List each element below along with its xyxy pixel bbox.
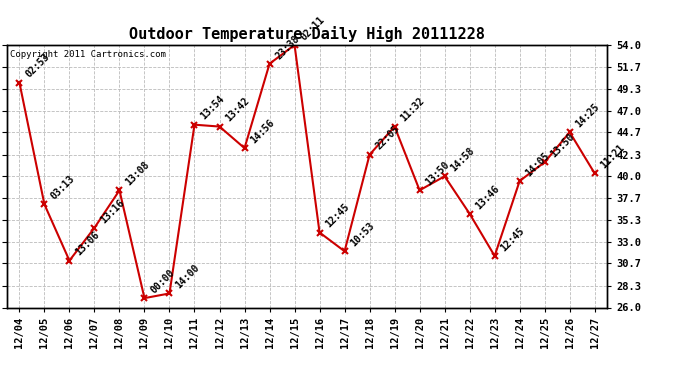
Text: 22:05: 22:05 [374, 124, 402, 152]
Text: 13:54: 13:54 [199, 94, 226, 122]
Text: 14:05: 14:05 [524, 150, 552, 178]
Text: 12:45: 12:45 [499, 225, 526, 253]
Text: 12:45: 12:45 [324, 202, 352, 230]
Text: 10:53: 10:53 [348, 220, 377, 249]
Text: 03:13: 03:13 [48, 174, 77, 202]
Text: 02:53: 02:53 [23, 52, 52, 80]
Title: Outdoor Temperature Daily High 20111228: Outdoor Temperature Daily High 20111228 [129, 27, 485, 42]
Text: 14:56: 14:56 [248, 117, 277, 146]
Text: 13:08: 13:08 [124, 160, 152, 188]
Text: 11:21: 11:21 [599, 143, 627, 171]
Text: 13:46: 13:46 [474, 183, 502, 211]
Text: 13:42: 13:42 [224, 96, 252, 124]
Text: 13:16: 13:16 [99, 197, 126, 225]
Text: 02:11: 02:11 [299, 14, 326, 42]
Text: 13:06: 13:06 [74, 230, 101, 258]
Text: 00:00: 00:00 [148, 267, 177, 296]
Text: 23:38: 23:38 [274, 33, 302, 61]
Text: 14:00: 14:00 [174, 263, 201, 291]
Text: 14:58: 14:58 [448, 146, 477, 174]
Text: 11:32: 11:32 [399, 96, 426, 124]
Text: Copyright 2011 Cartronics.com: Copyright 2011 Cartronics.com [10, 50, 166, 59]
Text: 13:50: 13:50 [549, 132, 577, 159]
Text: 13:50: 13:50 [424, 160, 452, 188]
Text: 14:25: 14:25 [574, 102, 602, 129]
